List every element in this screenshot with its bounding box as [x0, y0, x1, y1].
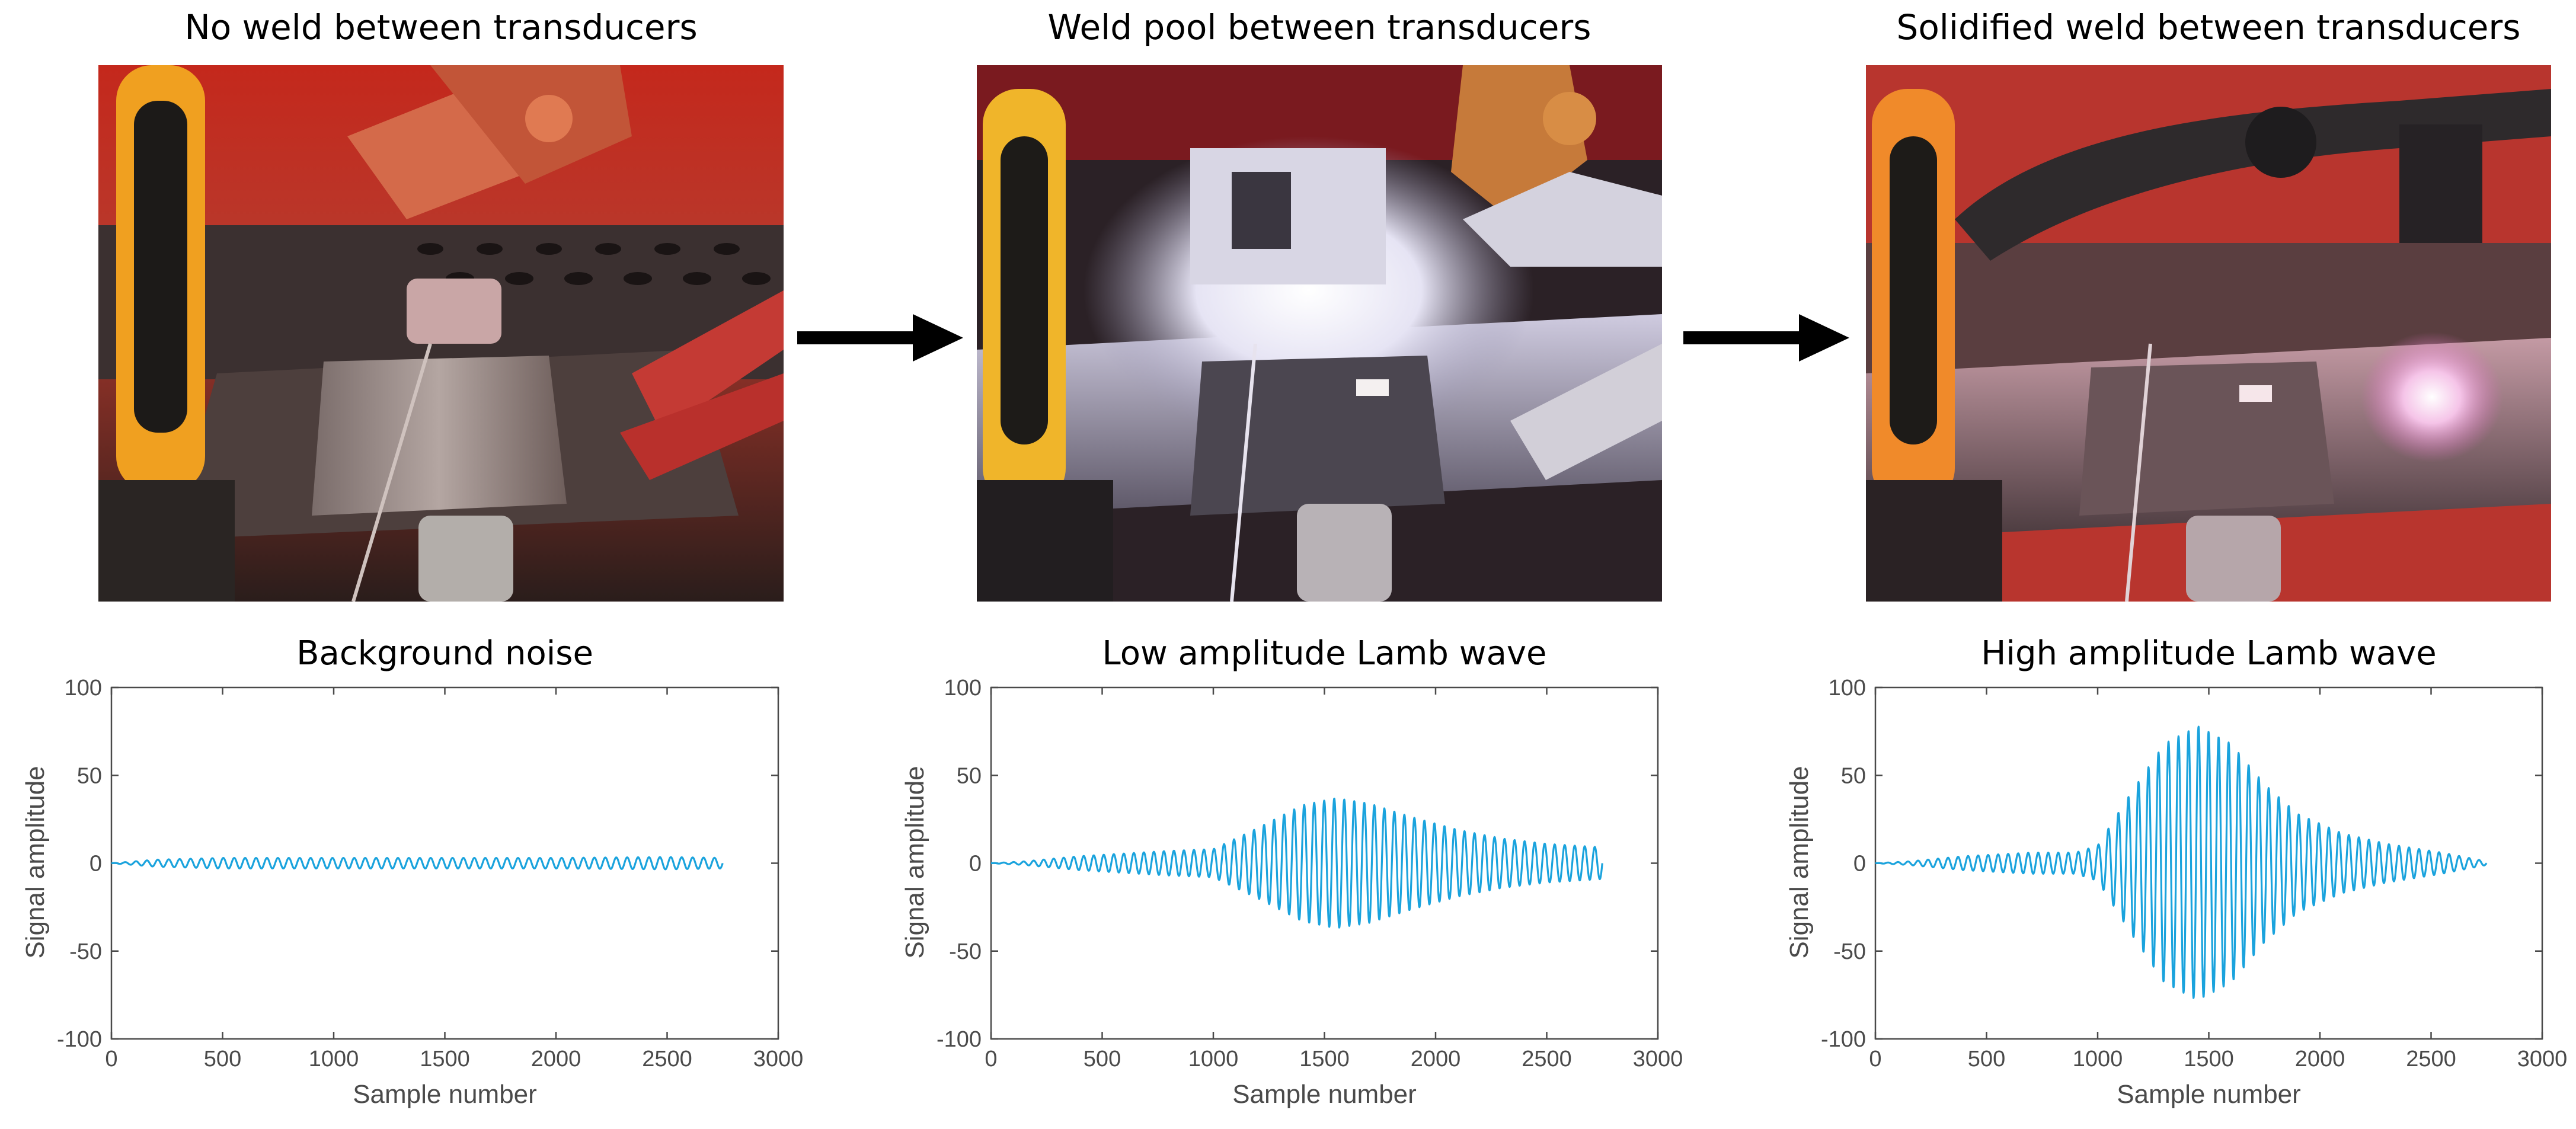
y-tick-label: -50 — [1833, 939, 1866, 964]
y-tick-label: -50 — [69, 939, 102, 964]
y-tick-label: 100 — [944, 676, 982, 701]
photo-title-2: Weld pool between transducers — [1047, 7, 1591, 47]
signal-line — [110, 856, 724, 871]
x-tick-label: 2000 — [2295, 1047, 2345, 1072]
x-tick-label: 2000 — [531, 1047, 581, 1072]
y-tick-label: 100 — [65, 676, 102, 701]
x-tick-label: 1500 — [420, 1047, 470, 1072]
y-tick-label: -100 — [57, 1027, 102, 1052]
photo-title-3: Solidified weld between transducers — [1896, 7, 2521, 47]
x-axis-label-1: Sample number — [353, 1080, 537, 1109]
plot-title-3: High amplitude Lamb wave — [1981, 634, 2437, 673]
x-tick-label: 1000 — [309, 1047, 359, 1072]
y-tick-label: 50 — [957, 763, 982, 788]
x-axis-label-2: Sample number — [1232, 1080, 1417, 1109]
x-tick-label: 3000 — [1633, 1047, 1683, 1072]
x-tick-label: 500 — [1084, 1047, 1121, 1072]
y-tick-label: 50 — [1841, 763, 1866, 788]
y-tick-label: -100 — [1821, 1027, 1866, 1052]
arrow-right-icon — [1683, 314, 1849, 362]
y-tick-label: -100 — [937, 1027, 982, 1052]
photo-weld-pool — [977, 65, 1662, 602]
plot-title-1: Background noise — [296, 634, 593, 673]
y-axis-label-2: Signal amplitude — [900, 766, 929, 959]
x-tick-label: 0 — [105, 1047, 117, 1072]
signal-line — [1874, 725, 2488, 999]
x-tick-label: 2500 — [642, 1047, 692, 1072]
x-tick-label: 2500 — [1522, 1047, 1572, 1072]
y-tick-label: 50 — [77, 763, 102, 788]
y-tick-label: -50 — [949, 939, 982, 964]
x-tick-label: 3000 — [753, 1047, 804, 1072]
y-tick-label: 100 — [1829, 676, 1866, 701]
arrow-right-icon — [797, 314, 963, 362]
signal-line — [990, 797, 1603, 929]
plot-title-2: Low amplitude Lamb wave — [1102, 634, 1547, 673]
photo-no-weld — [98, 65, 784, 602]
x-tick-label: 0 — [985, 1047, 997, 1072]
y-axis-label-1: Signal amplitude — [21, 766, 50, 959]
chart-high-amplitude: 0 500 1000 1500 2000 2500 3000 100 50 0 -50 -100 — [1764, 676, 2576, 1090]
x-tick-label: 1000 — [2073, 1047, 2123, 1072]
x-axis-label-3: Sample number — [2117, 1080, 2301, 1109]
x-tick-label: 1500 — [2184, 1047, 2234, 1072]
x-tick-label: 0 — [1869, 1047, 1881, 1072]
x-tick-label: 2000 — [1411, 1047, 1461, 1072]
y-tick-label: 0 — [90, 852, 102, 877]
photo-solidified-weld — [1866, 65, 2551, 602]
x-tick-label: 3000 — [2517, 1047, 2568, 1072]
x-tick-label: 2500 — [2406, 1047, 2456, 1072]
y-axis-label-3: Signal amplitude — [1785, 766, 1814, 959]
y-tick-label: 0 — [969, 852, 982, 877]
chart-background-noise: 0 500 1000 1500 2000 2500 3000 100 50 0 -50 -100 — [0, 676, 830, 1090]
x-tick-label: 500 — [204, 1047, 241, 1072]
x-tick-label: 1500 — [1299, 1047, 1350, 1072]
chart-low-amplitude: 0 500 1000 1500 2000 2500 3000 100 50 0 -50 -100 — [880, 676, 1709, 1090]
photo-title-1: No weld between transducers — [184, 7, 698, 47]
x-tick-label: 500 — [1968, 1047, 2005, 1072]
x-tick-label: 1000 — [1188, 1047, 1239, 1072]
y-tick-label: 0 — [1853, 852, 1866, 877]
